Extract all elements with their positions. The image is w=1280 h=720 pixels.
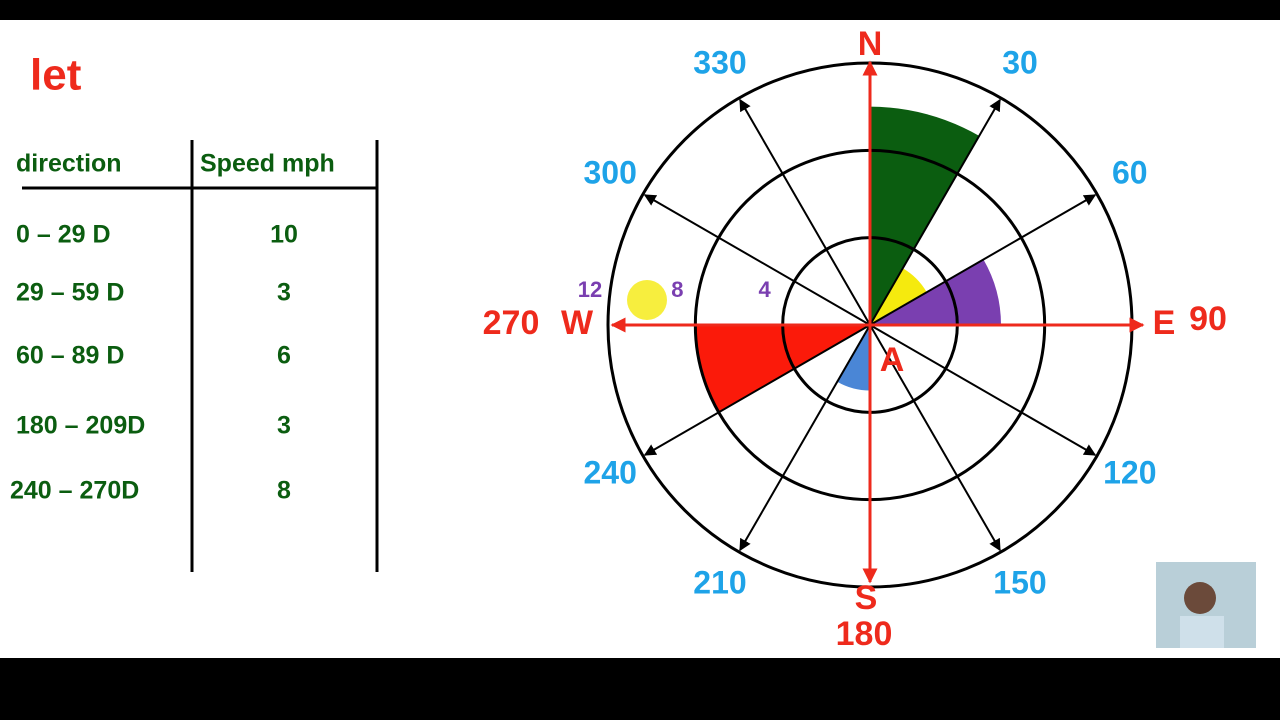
spoke xyxy=(643,324,871,456)
cardinal-label: N xyxy=(858,25,883,63)
title: let xyxy=(30,51,82,100)
table-cell: 0 – 29 D xyxy=(16,221,111,249)
cardinal-degree: 180 xyxy=(836,615,893,653)
spoke xyxy=(869,324,1001,552)
ring-label: 12 xyxy=(578,277,602,302)
spoke xyxy=(869,98,1001,326)
bearing-label: 300 xyxy=(583,154,636,190)
table-header: direction xyxy=(16,150,122,178)
point-label: A xyxy=(880,341,905,379)
bearing-label: 330 xyxy=(693,45,746,81)
cardinal-degree: 90 xyxy=(1189,300,1227,338)
webcam-person xyxy=(1184,582,1216,614)
table-cell: 60 – 89 D xyxy=(16,342,124,370)
sector xyxy=(837,325,870,391)
cardinal-label: E xyxy=(1153,304,1176,342)
cardinal-degree: 270 xyxy=(483,304,540,342)
spoke xyxy=(739,324,871,552)
pointer-highlight xyxy=(627,280,667,320)
spoke xyxy=(643,194,871,326)
table-cell: 180 – 209D xyxy=(16,412,145,440)
bearing-label: 120 xyxy=(1103,454,1156,490)
sector xyxy=(870,106,980,326)
table-header: Speed mph xyxy=(200,150,335,178)
sector xyxy=(870,259,1001,325)
table-cell: 10 xyxy=(270,221,298,249)
spoke xyxy=(869,324,1097,456)
table-cell: 29 – 59 D xyxy=(16,279,124,307)
table-cell: 3 xyxy=(277,412,291,440)
bearing-label: 60 xyxy=(1112,154,1148,190)
cardinal-label: W xyxy=(561,304,594,342)
spoke xyxy=(869,194,1097,326)
spoke xyxy=(739,98,871,326)
table-cell: 240 – 270D xyxy=(10,477,139,505)
table-body: 0 – 29 D 10 29 – 59 D 3 60 – 89 D 6 180 – 209D… xyxy=(10,221,298,505)
table-cell: 6 xyxy=(277,342,291,370)
webcam-person xyxy=(1180,616,1224,648)
bearing-label: 150 xyxy=(993,564,1046,600)
table-cell: 3 xyxy=(277,279,291,307)
table-cell: 8 xyxy=(277,477,291,505)
bearing-label: 30 xyxy=(1002,45,1038,81)
sector xyxy=(870,268,927,325)
bearing-label: 210 xyxy=(693,564,746,600)
cardinal-label: S xyxy=(855,579,878,617)
ring-label: 4 xyxy=(759,277,772,302)
slide-bg xyxy=(0,20,1280,658)
bearing-label: 240 xyxy=(583,454,636,490)
ring-label: 8 xyxy=(671,277,683,302)
sector xyxy=(695,325,870,413)
